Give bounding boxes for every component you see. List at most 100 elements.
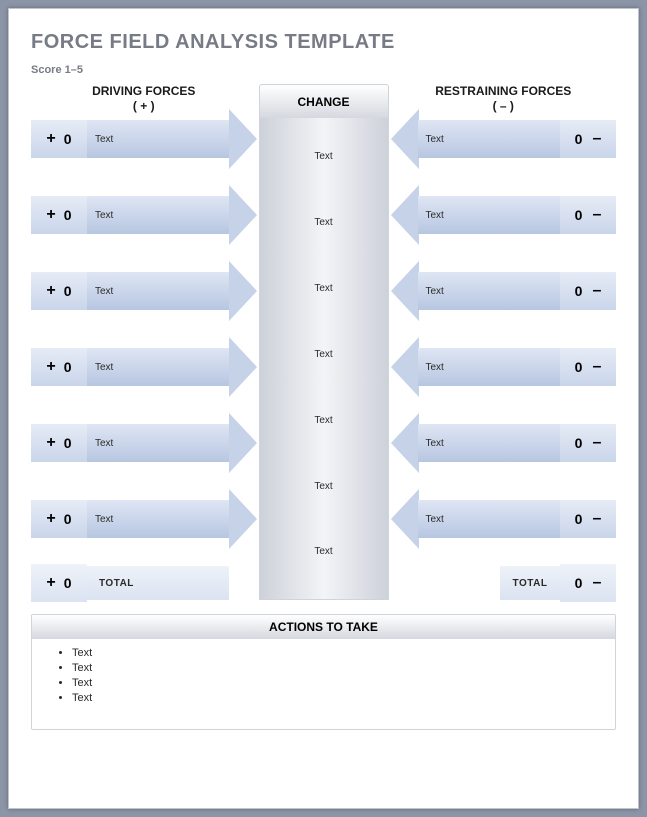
driving-score[interactable]: +0 [31, 348, 87, 386]
restraining-label[interactable]: Text [418, 348, 561, 386]
plus-icon: + [46, 574, 55, 592]
plus-icon: + [46, 510, 55, 528]
columns: DRIVING FORCES ( + ) +0Text+0Text+0Text+… [31, 84, 616, 600]
plus-icon: + [46, 206, 55, 224]
restraining-score-value: 0 [575, 207, 583, 223]
arrow-left-icon [391, 185, 419, 245]
driving-sub: ( + ) [31, 99, 257, 114]
driving-label[interactable]: Text [87, 272, 230, 310]
change-column: CHANGE Text Text Text Text Text Text Text [259, 84, 389, 600]
restraining-row: Text0– [391, 424, 617, 462]
change-item[interactable]: Text [260, 283, 388, 294]
arrow-left-icon [391, 489, 419, 549]
driving-label[interactable]: Text [87, 196, 230, 234]
restraining-score-value: 0 [575, 359, 583, 375]
restraining-label[interactable]: Text [418, 120, 561, 158]
change-heading: CHANGE [259, 84, 389, 118]
restraining-row: Text0– [391, 272, 617, 310]
restraining-score[interactable]: 0– [560, 120, 616, 158]
driving-score[interactable]: +0 [31, 500, 87, 538]
plus-icon: + [46, 282, 55, 300]
restraining-total-score[interactable]: 0 – [560, 564, 616, 602]
actions-heading: ACTIONS TO TAKE [32, 615, 615, 639]
restraining-score-value: 0 [575, 131, 583, 147]
driving-total-value: 0 [64, 575, 72, 591]
restraining-score-value: 0 [575, 435, 583, 451]
arrow-left-icon [391, 109, 419, 169]
restraining-column: RESTRAINING FORCES ( – ) Text0–Text0–Tex… [389, 84, 617, 600]
restraining-score[interactable]: 0– [560, 424, 616, 462]
change-item[interactable]: Text [260, 151, 388, 162]
arrow-right-icon [229, 185, 257, 245]
restraining-score[interactable]: 0– [560, 196, 616, 234]
driving-score-value: 0 [64, 283, 72, 299]
plus-icon: + [46, 130, 55, 148]
driving-row: +0Text [31, 196, 257, 234]
restraining-row: Text0– [391, 120, 617, 158]
driving-row: +0Text [31, 120, 257, 158]
restraining-score-value: 0 [575, 511, 583, 527]
restraining-row: Text0– [391, 500, 617, 538]
actions-panel: ACTIONS TO TAKE Text Text Text Text [31, 614, 616, 730]
restraining-score[interactable]: 0– [560, 272, 616, 310]
action-item[interactable]: Text [72, 647, 607, 659]
driving-score-value: 0 [64, 359, 72, 375]
restraining-heading: RESTRAINING FORCES ( – ) [391, 84, 617, 118]
arrow-right-icon [229, 337, 257, 397]
arrow-left-icon [391, 413, 419, 473]
change-item[interactable]: Text [260, 481, 388, 492]
action-item[interactable]: Text [72, 692, 607, 704]
restraining-label[interactable]: Text [418, 196, 561, 234]
arrow-right-icon [229, 109, 257, 169]
minus-icon: – [592, 130, 601, 148]
action-item[interactable]: Text [72, 677, 607, 689]
driving-total-score[interactable]: + 0 [31, 564, 87, 602]
minus-icon: – [592, 206, 601, 224]
change-item[interactable]: Text [260, 415, 388, 426]
restraining-label[interactable]: Text [418, 424, 561, 462]
driving-score-value: 0 [64, 131, 72, 147]
minus-icon: – [592, 434, 601, 452]
driving-rows: +0Text+0Text+0Text+0Text+0Text+0Text [31, 118, 257, 538]
page-title: FORCE FIELD ANALYSIS TEMPLATE [31, 31, 616, 54]
restraining-total-label: TOTAL [500, 566, 560, 600]
minus-icon: – [592, 510, 601, 528]
minus-icon: – [592, 574, 601, 592]
driving-total-row: + 0 TOTAL [31, 566, 257, 600]
restraining-total-row: TOTAL 0 – [391, 566, 617, 600]
restraining-label[interactable]: Text [418, 272, 561, 310]
driving-score[interactable]: +0 [31, 196, 87, 234]
restraining-row: Text0– [391, 196, 617, 234]
restraining-heading-text: RESTRAINING FORCES [435, 84, 571, 98]
driving-total-label: TOTAL [87, 566, 229, 600]
restraining-total-value: 0 [575, 575, 583, 591]
arrow-right-icon [229, 413, 257, 473]
plus-icon: + [46, 358, 55, 376]
driving-label[interactable]: Text [87, 120, 230, 158]
driving-score[interactable]: +0 [31, 120, 87, 158]
driving-label[interactable]: Text [87, 424, 230, 462]
driving-label[interactable]: Text [87, 348, 230, 386]
actions-list: Text Text Text Text [32, 639, 615, 729]
restraining-score[interactable]: 0– [560, 348, 616, 386]
arrow-right-icon [229, 489, 257, 549]
restraining-label[interactable]: Text [418, 500, 561, 538]
driving-heading-text: DRIVING FORCES [92, 84, 195, 98]
restraining-row: Text0– [391, 348, 617, 386]
driving-row: +0Text [31, 500, 257, 538]
action-item[interactable]: Text [72, 662, 607, 674]
arrow-left-icon [391, 337, 419, 397]
arrow-right-icon [229, 261, 257, 321]
driving-column: DRIVING FORCES ( + ) +0Text+0Text+0Text+… [31, 84, 259, 600]
driving-label[interactable]: Text [87, 500, 230, 538]
change-item[interactable]: Text [260, 546, 388, 557]
change-item[interactable]: Text [260, 349, 388, 360]
restraining-score[interactable]: 0– [560, 500, 616, 538]
minus-icon: – [592, 282, 601, 300]
driving-score-value: 0 [64, 435, 72, 451]
change-item[interactable]: Text [260, 217, 388, 228]
driving-score[interactable]: +0 [31, 424, 87, 462]
driving-score-value: 0 [64, 511, 72, 527]
driving-score-value: 0 [64, 207, 72, 223]
driving-score[interactable]: +0 [31, 272, 87, 310]
